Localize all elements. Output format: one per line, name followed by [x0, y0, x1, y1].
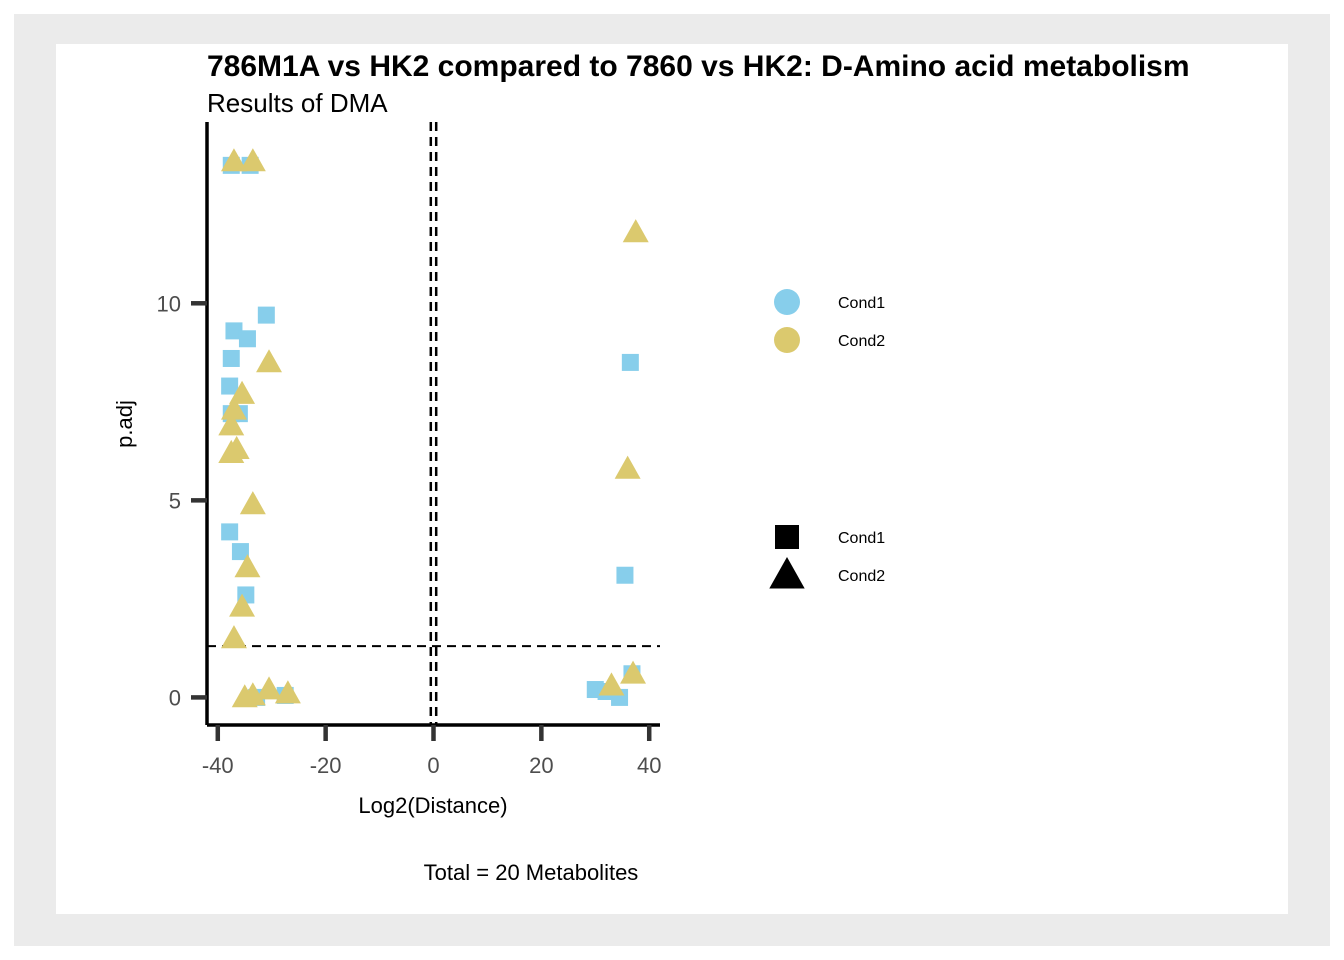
- data-point: [256, 676, 282, 700]
- legend-shape-label: Cond1: [838, 530, 885, 547]
- reference-lines: [207, 122, 660, 725]
- x-tick-label: -20: [310, 753, 342, 778]
- x-tick-label: 0: [427, 753, 439, 778]
- chart-subtitle: Results of DMA: [207, 88, 388, 118]
- data-point: [222, 349, 240, 367]
- y-tick-label: 10: [157, 291, 181, 316]
- data-point: [220, 148, 247, 172]
- data-point: [616, 566, 634, 584]
- data-point: [229, 593, 256, 617]
- legend-shape-key: [769, 557, 805, 589]
- x-axis-label: Log2(Distance): [358, 793, 507, 818]
- data-point: [257, 306, 275, 324]
- data-point: [231, 684, 258, 708]
- data-point: [239, 148, 266, 172]
- y-tick-label: 0: [169, 685, 181, 710]
- data-point: [221, 523, 239, 541]
- data-point: [238, 330, 256, 348]
- legend-color-label: Cond2: [838, 333, 885, 350]
- data-point: [598, 672, 625, 696]
- chart-caption: Total = 20 Metabolites: [424, 860, 639, 885]
- data-point: [274, 680, 301, 704]
- data-point: [218, 439, 245, 463]
- data-point: [221, 377, 239, 395]
- data-point: [622, 219, 649, 243]
- chart-title: 786M1A vs HK2 compared to 7860 vs HK2: D…: [207, 50, 1190, 83]
- y-tick-label: 5: [169, 488, 181, 513]
- data-point: [229, 380, 256, 404]
- x-tick-label: -40: [202, 753, 234, 778]
- data-point: [614, 455, 641, 479]
- data-point: [256, 349, 282, 373]
- data-point: [620, 660, 647, 684]
- data-point: [234, 554, 261, 578]
- data-point: [218, 412, 245, 436]
- legend-shape-label: Cond2: [838, 568, 885, 585]
- legend-color-label: Cond1: [838, 295, 885, 312]
- data-point: [231, 543, 249, 561]
- plot-panel: [56, 44, 1288, 914]
- data-point: [621, 353, 639, 371]
- legend-shape: Cond1 Cond2: [769, 525, 885, 589]
- data-point: [220, 396, 247, 420]
- data-point: [220, 625, 247, 649]
- y-axis-label: p.adj: [112, 400, 137, 448]
- legend-color-key: [774, 327, 800, 353]
- data-points: [218, 148, 649, 708]
- x-tick-label: 20: [529, 753, 553, 778]
- legend-color: Cond1 Cond2: [774, 289, 885, 353]
- axes: -40 -20 0 20 40 0 5 10: [157, 122, 661, 778]
- x-tick-label: 40: [637, 753, 661, 778]
- data-point: [239, 491, 266, 515]
- legend-color-key: [774, 289, 800, 315]
- legend-shape-key: [775, 525, 799, 549]
- data-point: [225, 322, 243, 340]
